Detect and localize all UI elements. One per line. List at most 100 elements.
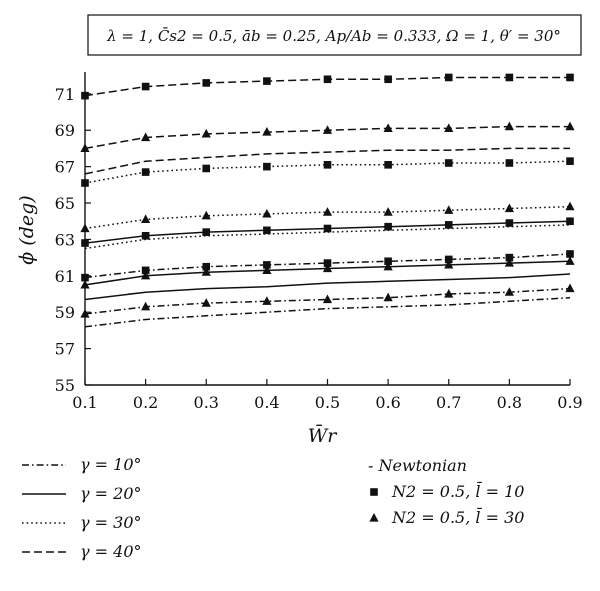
y-ticks: 55 57 59 61 63 65 67 69 71 [55, 85, 91, 395]
data-point-square [323, 75, 332, 84]
data-point-square [323, 224, 332, 233]
parameter-box-frame [87, 14, 582, 56]
data-point-square [505, 73, 514, 82]
legend-marker-square [370, 488, 378, 496]
data-point-triangle [262, 127, 272, 136]
data-point-square [141, 168, 150, 176]
data-point-square [323, 259, 332, 267]
data-point-triangle [565, 121, 575, 131]
data-point-triangle [322, 263, 333, 273]
series-line [84, 296, 571, 328]
plot-area: 0.1 0.2 0.3 0.4 0.5 0.6 0.7 0.8 0.9 55 57 59 61 63 65… [55, 72, 583, 412]
x-tick-label: 0.1 [72, 393, 97, 412]
data-point-square [81, 91, 89, 100]
data-point-square [202, 164, 211, 173]
data-point-square [263, 261, 271, 269]
data-point-triangle [80, 279, 90, 289]
data-point-square [141, 266, 150, 275]
y-tick-label: 67 [55, 158, 75, 177]
x-tick-label: 0.7 [436, 393, 461, 412]
data-point-triangle [444, 123, 454, 133]
data-point-square [384, 75, 392, 84]
series-lines [84, 76, 571, 328]
y-tick-label: 55 [55, 376, 75, 395]
data-point-square [444, 159, 453, 167]
data-point-triangle [504, 258, 514, 267]
data-point-triangle [444, 205, 454, 214]
x-tick-label: 0.2 [133, 393, 158, 412]
data-point-triangle [383, 207, 393, 216]
data-point-square [141, 82, 150, 91]
y-tick-label: 63 [55, 230, 75, 249]
series-markers [80, 73, 575, 318]
data-point-square [202, 79, 211, 87]
series-line [84, 273, 571, 301]
data-point-triangle [262, 208, 272, 218]
data-point-square [444, 255, 453, 264]
series-line [84, 253, 571, 279]
legend-model-label: N2 = 0.5, l̄ = 30 [391, 506, 524, 527]
data-point-triangle [383, 261, 393, 271]
data-point-square [202, 228, 211, 236]
data-point-triangle [262, 296, 272, 305]
y-tick-label: 65 [55, 194, 75, 213]
data-point-square [141, 231, 150, 240]
legend-marker-triangle [369, 513, 379, 522]
legend-style-label: γ = 20° [80, 484, 142, 503]
data-point-triangle [504, 121, 514, 131]
legend-style-label: γ = 30° [80, 513, 142, 532]
x-tick-label: 0.6 [375, 393, 400, 412]
x-tick-label: 0.8 [497, 393, 522, 412]
data-point-square [566, 73, 574, 82]
data-point-triangle [201, 128, 211, 138]
data-point-triangle [565, 256, 575, 265]
data-point-triangle [201, 267, 211, 276]
data-point-triangle [262, 265, 272, 274]
series-line [84, 205, 571, 230]
data-point-triangle [565, 201, 575, 211]
data-point-square [81, 273, 89, 282]
data-point-square [384, 222, 392, 231]
parameter-box: λ = 1, C̄s2 = 0.5, āb = 0.25, Ap/Ab = 0.… [87, 14, 582, 56]
data-point-square [444, 221, 453, 229]
data-point-triangle [444, 259, 454, 269]
x-tick-label: 0.9 [557, 393, 582, 412]
y-axis-label: ϕ (deg) [16, 195, 38, 264]
x-ticks: 0.1 0.2 0.3 0.4 0.5 0.6 0.7 0.8 0.9 [72, 379, 583, 412]
data-point-triangle [322, 125, 333, 134]
x-axis-label: W̄r [308, 424, 339, 447]
data-point-triangle [141, 301, 151, 311]
x-tick-label: 0.4 [254, 393, 279, 412]
data-point-square [263, 162, 271, 171]
data-point-triangle [141, 270, 151, 280]
data-point-triangle [201, 210, 211, 220]
data-point-square [444, 73, 453, 82]
y-tick-label: 71 [55, 85, 75, 104]
data-point-square [323, 161, 332, 169]
x-tick-label: 0.3 [194, 393, 219, 412]
legend-style-label: γ = 40° [80, 542, 142, 561]
data-point-triangle [80, 223, 90, 233]
data-point-square [566, 157, 574, 165]
data-point-triangle [201, 298, 211, 307]
data-point-triangle [504, 203, 514, 213]
y-tick-label: 59 [55, 303, 75, 322]
data-point-triangle [504, 287, 514, 296]
series-line [84, 147, 570, 175]
data-point-triangle [444, 289, 454, 298]
y-tick-label: 57 [55, 340, 75, 359]
data-point-triangle [141, 214, 151, 224]
data-point-square [505, 159, 514, 167]
data-point-triangle [565, 283, 575, 293]
data-point-square [384, 257, 392, 266]
data-point-triangle [322, 207, 333, 216]
data-point-square [566, 250, 574, 258]
data-point-triangle [322, 294, 333, 304]
data-point-square [505, 219, 514, 227]
data-point-triangle [80, 309, 90, 318]
data-point-square [81, 179, 89, 187]
legend-model-label: N2 = 0.5, l̄ = 10 [391, 480, 524, 501]
parameter-text: λ = 1, C̄s2 = 0.5, āb = 0.25, Ap/Ab = 0.… [106, 27, 561, 45]
data-point-square [81, 239, 89, 247]
